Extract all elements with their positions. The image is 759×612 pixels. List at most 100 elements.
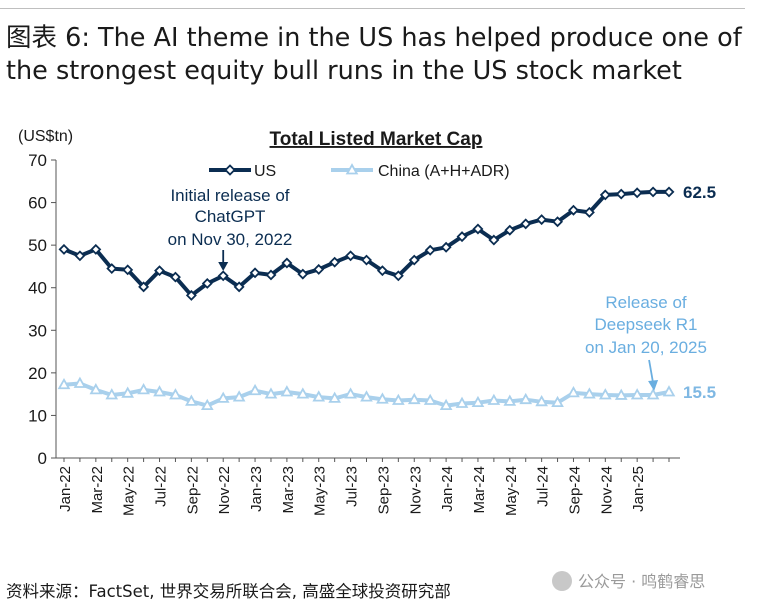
china-point [551,395,564,408]
china-point [121,386,135,398]
us-point [568,204,579,216]
end-value-label-us: 62.5 [683,183,716,202]
us-point [265,269,277,281]
annotation-chatgpt-arrowhead [218,262,229,271]
china-point [264,387,278,399]
annotation-deepseek-arrowhead [648,380,659,391]
us-point [631,187,643,199]
us-point [520,218,532,230]
us-point [106,263,118,275]
china-point [614,388,628,400]
china-point [583,387,596,399]
x-tick-label: Jan-25 [630,466,647,512]
us-point [536,214,548,226]
legend-marker-china [345,163,359,175]
y-tick-label: 30 [28,321,47,340]
us-point [345,250,357,262]
x-tick-label: Nov-22 [216,466,233,514]
annotation-deepseek-arrow [648,359,654,384]
us-point [663,186,675,198]
us-point [58,243,70,255]
china-point [598,388,612,400]
china-point [73,376,87,388]
china-point [630,388,644,400]
y-tick-label: 40 [28,279,47,298]
us-point [154,265,165,277]
x-tick-label: Jan-24 [439,466,456,512]
y-tick-label: 50 [28,236,47,255]
china-point [185,394,198,406]
y-tick-label: 60 [28,194,47,213]
annotation-deepseek-text: Deepseek R1 [594,315,697,334]
heading-line-2: the strongest equity bull runs in the US… [6,56,682,86]
series-line-us [63,189,669,298]
annotation-chatgpt-text: on Nov 30, 2022 [168,230,293,249]
china-point [200,398,214,411]
legend-label-us: US [254,163,276,180]
y-tick-label: 0 [38,449,47,468]
china-point [248,383,262,396]
china-point [312,390,326,402]
us-point [552,216,564,228]
watermark-text: 公众号 · 鸣鹤睿思 [578,572,706,591]
x-tick-label: May-22 [121,466,138,516]
y-unit-label: (US$tn) [18,128,73,145]
china-point [392,393,405,405]
y-tick-label: 10 [28,406,47,425]
china-point [360,390,373,402]
china-point [407,392,421,405]
us-point [472,223,484,235]
china-point [169,388,182,400]
figure-heading: 图表 6: The AI theme in the US has helped … [6,22,746,88]
china-point [344,387,357,399]
annotation-chatgpt-text: Initial release of [170,186,289,205]
china-point [471,395,485,408]
source-note: 资料来源：FactSet, 世界交易所联合会, 高盛全球投资研究部 [6,582,451,601]
x-tick-label: Sep-24 [566,466,583,514]
us-point [392,270,404,282]
x-tick-label: May-23 [312,466,329,516]
us-point [122,264,134,276]
us-point [361,254,372,266]
x-tick-label: Jan-22 [57,466,74,512]
wechat-logo-icon [552,571,572,591]
us-point [599,189,611,201]
us-point [249,267,261,279]
us-point [376,265,388,277]
us-point [424,244,436,256]
us-point [488,234,500,246]
chart-title: Total Listed Market Cap [270,129,483,150]
annotation-chatgpt-text: ChatGPT [195,207,266,226]
annotation-deepseek-text: on Jan 20, 2025 [585,338,707,357]
legend-marker-us [224,164,236,176]
china-point [535,394,548,407]
china-point [57,377,71,390]
us-point [138,281,150,293]
us-point [408,254,420,266]
us-point [201,277,213,289]
us-point [74,250,86,262]
china-point [376,392,389,404]
china-point [662,385,676,397]
watermark: 公众号 · 鸣鹤睿思 [552,568,705,592]
china-point [503,394,517,406]
us-point [90,243,102,255]
x-tick-label: Jan-23 [248,466,265,512]
x-tick-label: Mar-24 [471,466,488,514]
us-point [297,268,309,280]
china-point [280,385,294,397]
china-point [232,390,246,402]
china-point [296,387,310,399]
us-point [647,186,659,198]
china-point [216,391,230,403]
us-point [504,224,516,236]
us-point [329,256,341,268]
x-tick-label: Jul-23 [344,466,361,507]
y-tick-label: 70 [28,151,47,170]
end-value-label-china: 15.5 [683,383,716,402]
x-tick-label: May-24 [503,466,520,516]
heading-line-1: 图表 6: The AI theme in the US has helped … [6,23,742,53]
china-point [567,386,580,398]
us-point [583,206,595,218]
annotation-deepseek-text: Release of [605,293,687,312]
